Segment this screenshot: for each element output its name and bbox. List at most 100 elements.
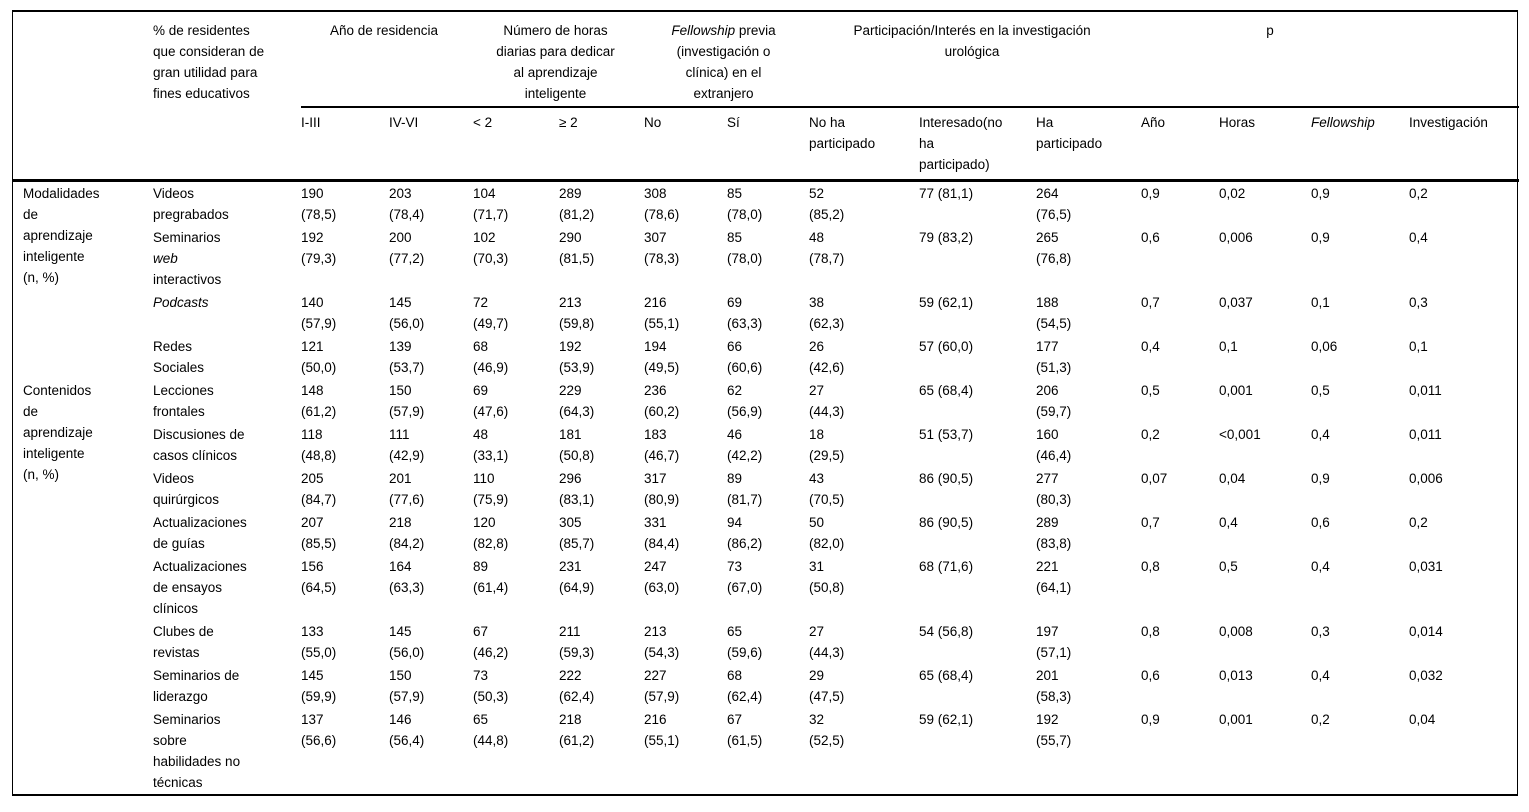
data-cell: 213 (59,8) — [559, 295, 595, 331]
subheader-hours-gte2: ≥ 2 — [559, 107, 645, 182]
data-cell: 51 (53,7) — [919, 427, 974, 442]
data-cell: 145 (59,9) — [301, 668, 337, 704]
data-cell: 62 (56,9) — [727, 383, 763, 419]
table-row: Actualizaciones de guías 207 (85,5) 218 (8… — [13, 511, 1519, 555]
data-cell: 26 (42,6) — [809, 339, 845, 375]
data-cell: 68 (71,6) — [919, 559, 974, 574]
table-row: Seminarios sobre habilidades no técnicas… — [13, 708, 1519, 794]
data-cell: 192 (55,7) — [1036, 712, 1072, 748]
data-cell: 227 (57,9) — [644, 668, 680, 704]
data-cell: 65 (59,6) — [727, 624, 763, 660]
data-cell: 0,1 — [1409, 339, 1428, 354]
data-cell: 216 (55,1) — [644, 295, 680, 331]
data-cell: 277 (80,3) — [1036, 471, 1072, 507]
data-cell: 79 (83,2) — [919, 230, 974, 245]
data-cell: 192 (79,3) — [301, 230, 337, 266]
table-row: Clubes de revistas 133 (55,0) 145 (56,0) 67… — [13, 620, 1519, 664]
data-cell: 201 (77,6) — [389, 471, 425, 507]
row-label: Seminarios sobre habilidades no técnicas — [153, 712, 241, 790]
data-cell: 137 (56,6) — [301, 712, 337, 748]
data-cell: 190 (78,5) — [301, 186, 337, 222]
data-cell: 308 (78,6) — [644, 186, 680, 222]
group-header-residency-year: Año de residencia — [301, 12, 474, 108]
row-label: Redes Sociales — [153, 339, 205, 375]
row-label: Videos pregrabados — [153, 186, 229, 222]
data-cell: 236 (60,2) — [644, 383, 680, 419]
data-cell: 48 (78,7) — [809, 230, 845, 266]
data-cell: 65 (68,4) — [919, 383, 974, 398]
subheader-p-fellowship: Fellowship — [1311, 107, 1410, 182]
data-cell: 0,032 — [1409, 668, 1443, 683]
data-cell: 89 (81,7) — [727, 471, 763, 507]
data-cell: 140 (57,9) — [301, 295, 337, 331]
data-cell: 0,8 — [1141, 559, 1160, 574]
row-label: Clubes de revistas — [153, 624, 214, 660]
data-cell: 290 (81,5) — [559, 230, 595, 266]
subheader-p-hours: Horas — [1219, 107, 1312, 182]
data-cell: 0,4 — [1311, 559, 1330, 574]
data-cell: 0,014 — [1409, 624, 1443, 639]
data-cell: 0,9 — [1141, 186, 1160, 201]
data-cell: 48 (33,1) — [473, 427, 509, 463]
data-cell: 231 (64,9) — [559, 559, 595, 595]
data-cell: 0,037 — [1219, 295, 1253, 310]
data-cell: 0,8 — [1141, 624, 1160, 639]
italic-text: Fellowship — [1311, 115, 1375, 130]
data-cell: 0,031 — [1409, 559, 1443, 574]
data-cell: 0,2 — [1311, 712, 1330, 727]
data-cell: 0,9 — [1311, 471, 1330, 486]
data-cell: 150 (57,9) — [389, 668, 425, 704]
results-table: % de residentes que consideran de gran u… — [13, 12, 1520, 795]
row-group-label: Modalidades de aprendizaje inteligente (… — [23, 186, 100, 285]
subheader-not-participated: No ha participado — [809, 107, 920, 182]
data-cell: 0,1 — [1311, 295, 1330, 310]
data-cell: 0,5 — [1141, 383, 1160, 398]
data-cell: 0,1 — [1219, 339, 1238, 354]
data-cell: 0,2 — [1409, 515, 1428, 530]
data-cell: 0,6 — [1141, 668, 1160, 683]
row-label: Lecciones frontales — [153, 383, 214, 419]
data-cell: 110 (75,9) — [473, 471, 509, 507]
data-cell: 0,013 — [1219, 668, 1253, 683]
data-cell: 247 (63,0) — [644, 559, 680, 595]
data-cell: 121 (50,0) — [301, 339, 337, 375]
data-cell: 203 (78,4) — [389, 186, 425, 222]
data-cell: 201 (58,3) — [1036, 668, 1072, 704]
data-cell: 197 (57,1) — [1036, 624, 1072, 660]
data-cell: 120 (82,8) — [473, 515, 509, 551]
data-cell: 0,4 — [1141, 339, 1160, 354]
data-cell: 72 (49,7) — [473, 295, 509, 331]
data-cell: 150 (57,9) — [389, 383, 425, 419]
data-cell: 59 (62,1) — [919, 712, 974, 727]
data-cell: 0,02 — [1219, 186, 1246, 201]
data-cell: 218 (84,2) — [389, 515, 425, 551]
data-cell: 59 (62,1) — [919, 295, 974, 310]
table-row: Seminarios de liderazgo 145 (59,9) 150 (57… — [13, 664, 1519, 708]
data-cell: 0,9 — [1311, 186, 1330, 201]
data-cell: 65 (44,8) — [473, 712, 509, 748]
data-cell: 86 (90,5) — [919, 515, 974, 530]
row-group-label: Contenidos de aprendizaje inteligente (n… — [23, 383, 93, 482]
table-body: Modalidades de aprendizaje inteligente (… — [13, 181, 1519, 795]
data-cell: 0,9 — [1141, 712, 1160, 727]
table-row: Podcasts 140 (57,9) 145 (56,0) 72 (49,7) 213… — [13, 291, 1519, 335]
data-cell: 305 (85,7) — [559, 515, 595, 551]
data-cell: 0,4 — [1219, 515, 1238, 530]
subheader-p-year: Año — [1141, 107, 1220, 182]
data-cell: 221 (64,1) — [1036, 559, 1072, 595]
data-cell: 118 (48,8) — [301, 427, 337, 463]
data-cell: 0,9 — [1311, 230, 1330, 245]
row-label: Seminarios web interactivos — [153, 230, 222, 287]
italic-text: Fellowship — [671, 23, 736, 38]
data-cell: 133 (55,0) — [301, 624, 337, 660]
subheader-year-i-iii: I-III — [301, 107, 389, 182]
data-cell: 104 (71,7) — [473, 186, 509, 222]
data-cell: 0,5 — [1311, 383, 1330, 398]
data-cell: 68 (62,4) — [727, 668, 763, 704]
data-cell: 206 (59,7) — [1036, 383, 1072, 419]
data-cell: 331 (84,4) — [644, 515, 680, 551]
data-cell: 77 (81,1) — [919, 186, 974, 201]
data-cell: 73 (67,0) — [727, 559, 763, 595]
data-cell: 213 (54,3) — [644, 624, 680, 660]
data-cell: 156 (64,5) — [301, 559, 337, 595]
